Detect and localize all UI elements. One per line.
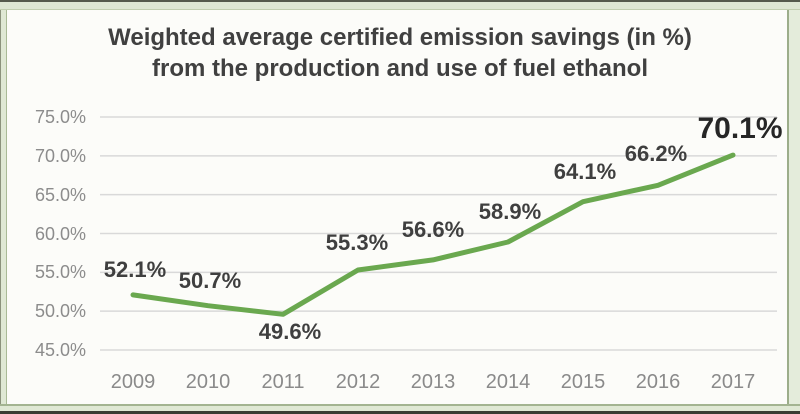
data-point-label: 70.1% [697,112,783,146]
chart-title-line-1: Weighted average certified emission savi… [108,24,692,51]
x-axis-tick-label: 2009 [110,371,156,393]
data-point-label: 55.3% [325,230,389,255]
data-point-label: 49.6% [258,319,322,345]
x-axis-tick-label: 2013 [410,371,456,393]
chart-title: Weighted average certified emission savi… [40,22,760,84]
y-axis-tick-label: 70.0% [34,145,86,166]
x-axis-tick-label: 2016 [635,371,681,393]
y-axis-tick-label: 75.0% [34,107,86,127]
x-axis-tick-label: 2017 [710,371,756,393]
x-axis-tick-label: 2014 [485,371,531,393]
chart-title-line-2: from the production and use of fuel etha… [152,55,648,82]
frame-border-left [0,0,7,414]
data-point-label: 58.9% [478,199,542,225]
frame-border-bottom [0,404,800,414]
data-point-label: 50.7% [178,267,242,293]
y-axis-tick-label: 65.0% [34,184,86,205]
emission-savings-line-series [130,152,736,317]
x-axis-tick-label: 2010 [185,371,231,393]
x-axis-tick-label: 2012 [335,371,381,393]
x-axis-tick-label: 2015 [560,371,606,393]
y-axis-tick-label: 55.0% [34,262,86,283]
data-point-label: 56.6% [401,216,465,242]
data-point-label: 52.1% [103,256,167,282]
y-axis-tick-label: 45.0% [34,340,86,360]
x-axis-tick-label: 2011 [261,371,305,393]
frame-border-top [0,0,800,10]
y-axis-tick-label: 60.0% [34,223,86,244]
data-point-label: 66.2% [624,141,688,167]
data-point-label: 64.1% [553,158,617,184]
y-axis-tick-label: 50.0% [34,301,86,322]
frame-border-right [787,0,800,414]
